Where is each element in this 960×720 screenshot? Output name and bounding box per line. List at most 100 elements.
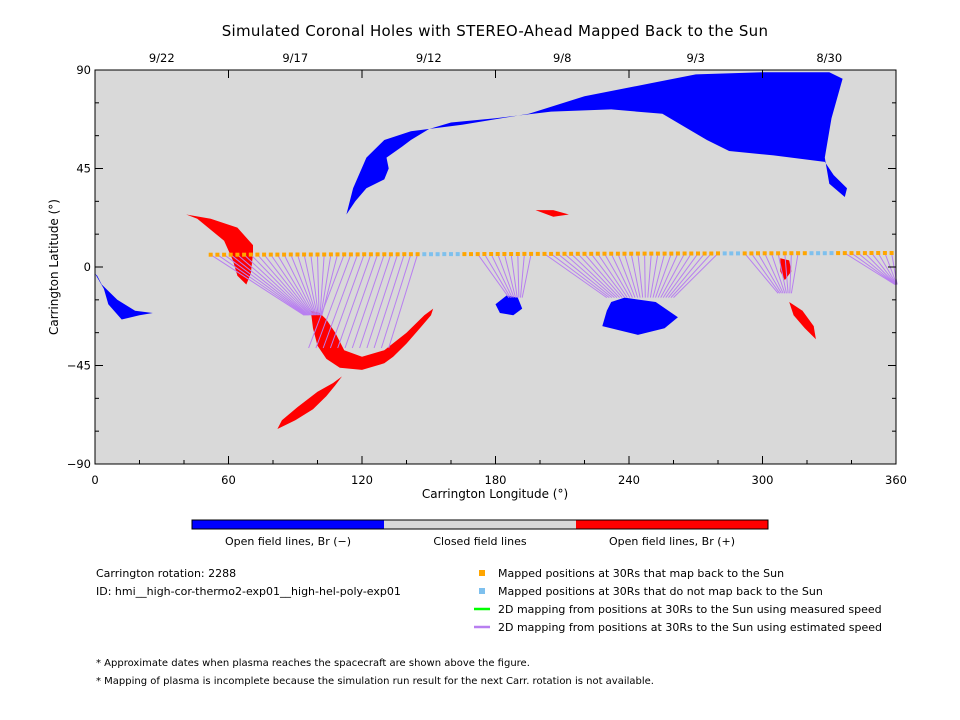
mapping-line-3-21 (660, 253, 686, 298)
mapping-line-0-14 (303, 254, 318, 316)
mapped-position-no-map-77 (722, 251, 727, 256)
mapping-line-0-17 (319, 254, 325, 316)
mapped-position-31 (415, 252, 420, 257)
mapped-position-no-map-90 (809, 251, 814, 256)
mapping-line-2-6 (517, 253, 520, 298)
mapped-position-42 (489, 252, 494, 256)
mapping-line-1-9 (373, 254, 405, 349)
mapped-position-16 (315, 252, 320, 257)
colorbar-negative (192, 520, 384, 529)
mapped-position-29 (402, 252, 407, 257)
y-tick-label: 90 (76, 63, 91, 77)
legend-label-0: Mapped positions at 30Rs that map back t… (498, 567, 784, 580)
mapped-position-20 (342, 252, 347, 257)
mapped-position-no-map-34 (435, 252, 440, 257)
chart-title: Simulated Coronal Holes with STEREO-Ahea… (222, 22, 769, 40)
mapped-position-62 (622, 251, 627, 256)
mapped-position-84 (769, 251, 774, 256)
mapped-position-17 (322, 252, 327, 257)
mapping-line-3-9 (604, 253, 631, 298)
mapping-line-0-15 (310, 254, 319, 316)
mapped-position-68 (662, 251, 667, 256)
mapping-line-2-8 (521, 253, 532, 298)
mapped-position-14 (302, 252, 307, 257)
mapped-position-80 (742, 251, 747, 256)
mapping-line-1-2 (322, 254, 359, 349)
mapping-line-4-5 (777, 253, 787, 294)
coronal-holes (95, 72, 847, 429)
date-tick-label: 9/22 (149, 51, 175, 65)
coronal-hole-positive-5 (310, 308, 434, 370)
colorbar-positive (576, 520, 768, 529)
note-incomplete: * Mapping of plasma is incomplete becaus… (96, 676, 654, 687)
mapping-line-5-2 (857, 252, 896, 285)
mapping-line-3-20 (657, 253, 679, 298)
run-id: ID: hmi__high-cor-thermo2-exp01__high-he… (96, 585, 401, 598)
colorbar: Open field lines, Br (−) Closed field li… (191, 519, 769, 548)
mapping-line-3-12 (624, 253, 639, 298)
colorbar-closed-label: Closed field lines (433, 535, 527, 548)
coronal-hole-negative-2 (495, 295, 523, 316)
mapping-line-0-12 (290, 254, 316, 316)
mapped-position-56 (582, 251, 587, 256)
mapped-position-28 (395, 252, 400, 257)
mapped-position-45 (509, 252, 514, 256)
mapped-position-87 (789, 251, 794, 256)
mapped-position-24 (368, 252, 373, 257)
mapped-position-99 (869, 251, 874, 255)
mapping-line-3-18 (652, 253, 666, 298)
coronal-hole-positive-6 (277, 376, 342, 429)
mapping-line-2-7 (520, 253, 525, 298)
mapped-position-3 (228, 252, 233, 257)
x-axis-label: Carrington Longitude (°) (422, 487, 568, 501)
mapped-position-9 (268, 252, 273, 257)
mapping-line-4-3 (764, 253, 784, 294)
mapping-line-0-13 (297, 254, 317, 316)
mapping-line-2-4 (503, 253, 516, 298)
mapped-position-39 (469, 252, 473, 257)
mapping-line-2-3 (497, 253, 515, 298)
coronal-hole-negative-0 (346, 72, 847, 215)
mapping-line-3-25 (670, 253, 712, 298)
mapped-position-65 (642, 251, 647, 256)
mapped-position-10 (275, 252, 280, 257)
y-tick-label: 0 (84, 260, 91, 274)
mapping-line-1-1 (315, 254, 352, 349)
date-tick-label: 9/12 (416, 51, 442, 65)
mapped-positions (208, 251, 894, 257)
mapped-position-102 (889, 251, 894, 255)
mapping-line-3-0 (544, 253, 608, 299)
mapped-position-12 (288, 252, 293, 257)
colorbar-frame (191, 519, 769, 530)
mapped-position-no-map-91 (816, 251, 821, 256)
mapped-position-70 (675, 251, 680, 256)
mapping-line-3-1 (550, 253, 610, 298)
mapped-position-73 (696, 251, 700, 256)
x-tick-label: 300 (752, 473, 774, 487)
mapping-line-1-3 (329, 254, 365, 349)
mapping-line-1-10 (380, 254, 412, 349)
mapping-line-3-13 (630, 253, 641, 298)
coronal-hole-positive-7 (535, 210, 569, 217)
mapped-position-52 (555, 251, 560, 256)
mapping-line-3-15 (644, 253, 646, 298)
mapping-line-2-1 (483, 253, 511, 298)
date-tick-label: 8/30 (816, 51, 842, 65)
mapped-position-74 (702, 251, 707, 256)
y-axis: 90 45 0 −45 −90 (67, 63, 896, 471)
mapping-line-1-7 (359, 254, 392, 349)
x-tick-label: 360 (885, 473, 907, 487)
mapped-position-86 (782, 251, 787, 256)
carrington-rotation: Carrington rotation: 2288 (96, 567, 236, 580)
mapping-line-3-19 (655, 253, 672, 298)
mapping-line-5-1 (851, 252, 896, 285)
mapped-position-76 (716, 251, 720, 256)
mapped-position-no-map-79 (736, 251, 740, 256)
mapping-line-1-6 (351, 254, 385, 349)
mapped-position-19 (335, 252, 340, 257)
mapped-position-no-map-35 (442, 252, 447, 257)
mapped-position-27 (388, 252, 393, 257)
mapping-line-5-0 (844, 252, 896, 285)
mapped-position-64 (635, 251, 640, 256)
mapping-line-0-1 (217, 254, 306, 316)
